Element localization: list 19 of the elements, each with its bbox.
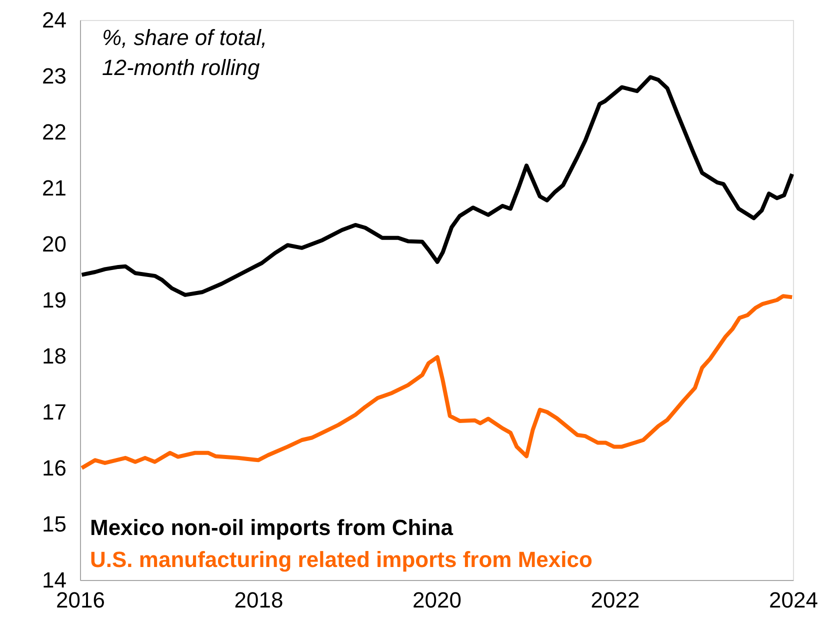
y-tick-label: 19 bbox=[42, 288, 66, 312]
line-series bbox=[80, 294, 794, 470]
y-tick-label: 15 bbox=[42, 512, 66, 536]
y-tick-label: 23 bbox=[42, 64, 66, 88]
x-tick-label: 2024 bbox=[769, 588, 818, 612]
y-tick-label: 22 bbox=[42, 120, 66, 144]
x-tick-label: 2020 bbox=[412, 588, 462, 612]
y-tick-label: 24 bbox=[42, 8, 66, 32]
annotation: %, share of total, bbox=[102, 25, 268, 50]
y-tick-label: 18 bbox=[42, 344, 66, 368]
text: U.S. manufacturing related imports from Mexico bbox=[90, 547, 592, 572]
x-tick-label: 2022 bbox=[590, 588, 640, 612]
y-tick-label: 17 bbox=[42, 400, 66, 424]
annotation: 12-month rolling bbox=[102, 55, 261, 80]
y-tick-label: 21 bbox=[42, 176, 66, 200]
y-tick-label: 20 bbox=[42, 232, 66, 256]
text: Mexico non-oil imports from China bbox=[90, 515, 454, 540]
y-tick-label: 16 bbox=[42, 456, 66, 480]
x-tick-label: 2018 bbox=[234, 588, 284, 612]
